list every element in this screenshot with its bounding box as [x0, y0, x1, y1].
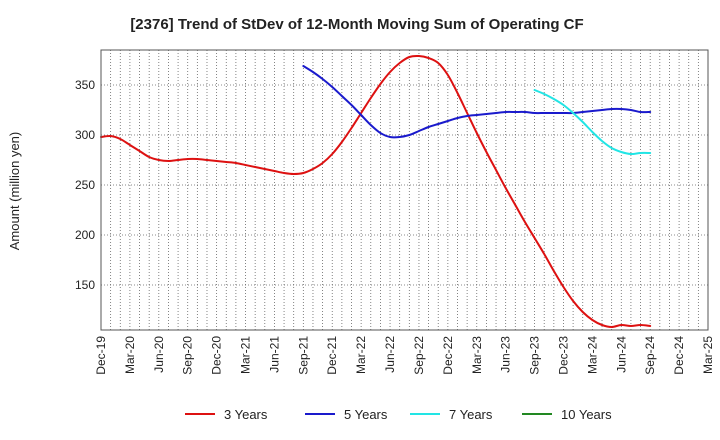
- x-tick-label: Mar-21: [239, 336, 253, 374]
- x-ticks: Dec-19 Mar-20 Jun-20 Sep-20 Dec-20 Mar-21 Jun-…: [94, 336, 715, 375]
- y-axis-label: Amount (million yen): [7, 132, 22, 251]
- x-tick-label: Dec-20: [210, 336, 224, 375]
- x-tick-label: Sep-21: [296, 336, 310, 375]
- legend-label-2: 7 Years: [449, 407, 493, 422]
- x-tick-label: Mar-24: [585, 336, 599, 374]
- x-tick-label: Sep-22: [412, 336, 426, 375]
- x-tick-label: Dec-24: [672, 336, 686, 375]
- x-tick-label: Dec-19: [94, 336, 108, 375]
- series-line-0: [100, 54, 652, 328]
- x-tick-label: Sep-20: [181, 336, 195, 375]
- legend-label-0: 3 Years: [224, 407, 268, 422]
- x-tick-label: Jun-22: [383, 336, 397, 373]
- x-tick-label: Jun-21: [267, 336, 281, 373]
- legend-label-3: 10 Years: [561, 407, 612, 422]
- series-line-2: [533, 89, 652, 156]
- series-lines: [100, 54, 652, 328]
- x-tick-label: Dec-23: [556, 336, 570, 375]
- y-tick-label: 200: [75, 228, 95, 242]
- x-tick-label: Mar-25: [701, 336, 715, 374]
- y-tick-label: 300: [75, 128, 95, 142]
- x-tick-label: Jun-20: [152, 336, 166, 373]
- x-tick-label: Sep-24: [643, 336, 657, 375]
- x-tick-label: Jun-24: [614, 336, 628, 373]
- x-tick-label: Mar-23: [470, 336, 484, 374]
- plot-frame: [100, 49, 709, 331]
- y-tick-label: 250: [75, 178, 95, 192]
- legend: 3 Years 5 Years 7 Years 10 Years: [185, 407, 612, 422]
- x-tick-label: Sep-23: [528, 336, 542, 375]
- x-tick-label: Dec-22: [441, 336, 455, 375]
- x-tick-label: Jun-23: [499, 336, 513, 373]
- y-tick-label: 350: [75, 78, 95, 92]
- y-ticks: 150 200 250 300 350: [75, 78, 95, 292]
- x-tick-label: Dec-21: [325, 336, 339, 375]
- x-tick-label: Mar-22: [354, 336, 368, 374]
- chart-title: [2376] Trend of StDev of 12-Month Moving…: [130, 16, 583, 33]
- x-tick-label: Mar-20: [123, 336, 137, 374]
- grid: [100, 50, 709, 330]
- legend-label-1: 5 Years: [344, 407, 388, 422]
- y-tick-label: 150: [75, 278, 95, 292]
- series-line-1: [302, 65, 652, 139]
